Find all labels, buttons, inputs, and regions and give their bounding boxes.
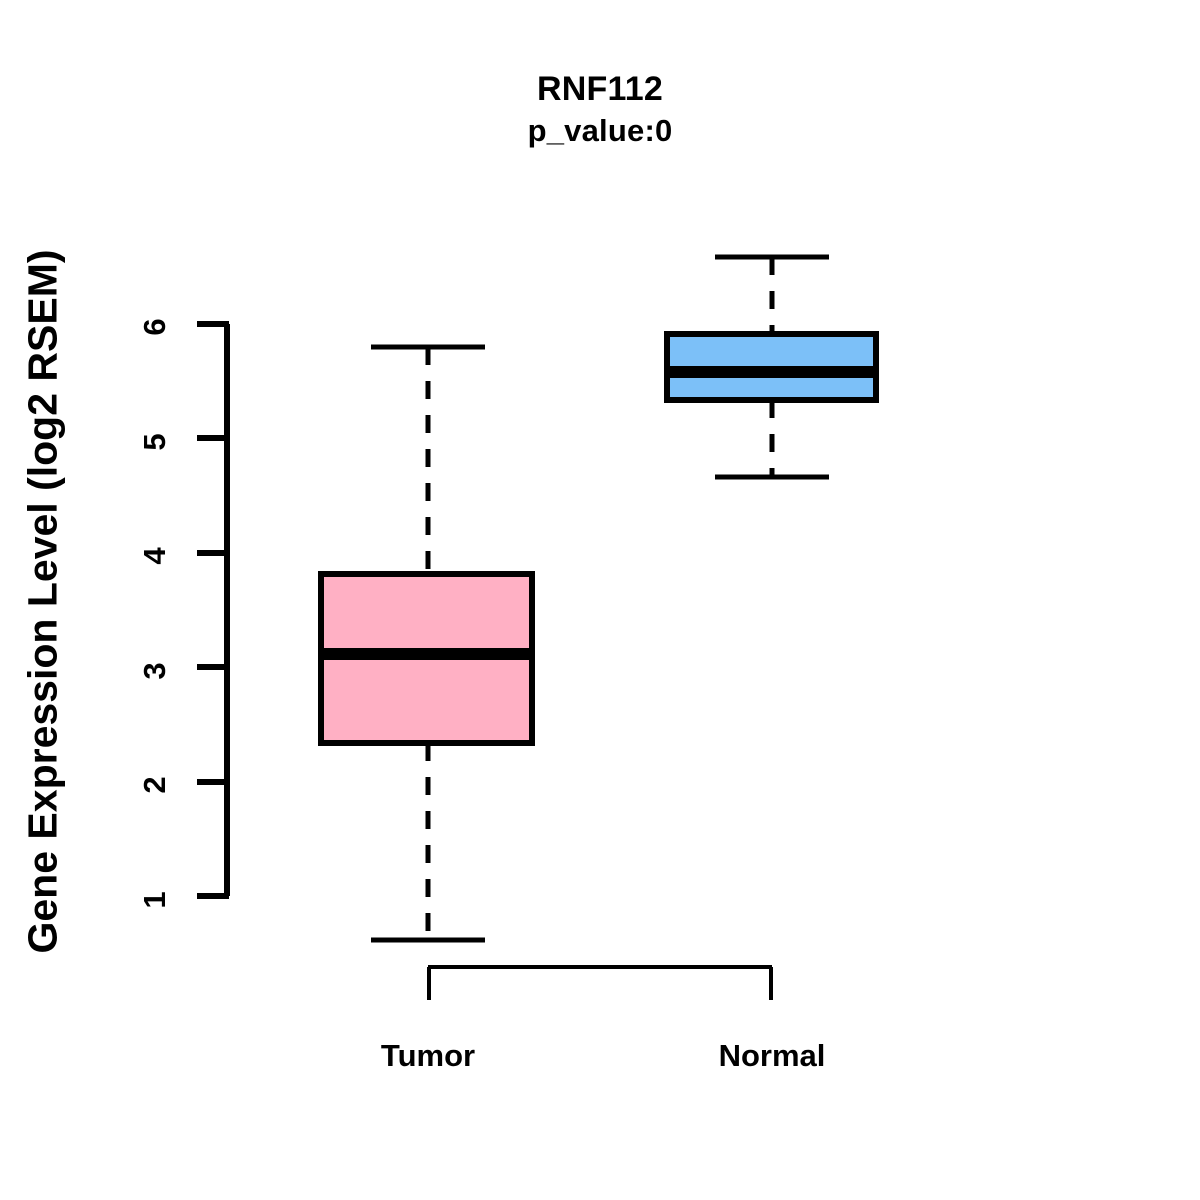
chart-subtitle-pvalue: p_value:0 [527,112,673,148]
x-tick-label-tumor: Tumor [380,1038,476,1073]
chart-title-block: RNF112 p_value:0 [0,68,1200,150]
box-tumor[interactable] [318,344,535,943]
x-axis [427,965,773,1000]
y-axis [197,321,230,899]
chart-title: RNF112 [537,70,663,108]
x-tick-label-normal: Normal [718,1038,826,1073]
box-normal[interactable] [664,254,879,480]
